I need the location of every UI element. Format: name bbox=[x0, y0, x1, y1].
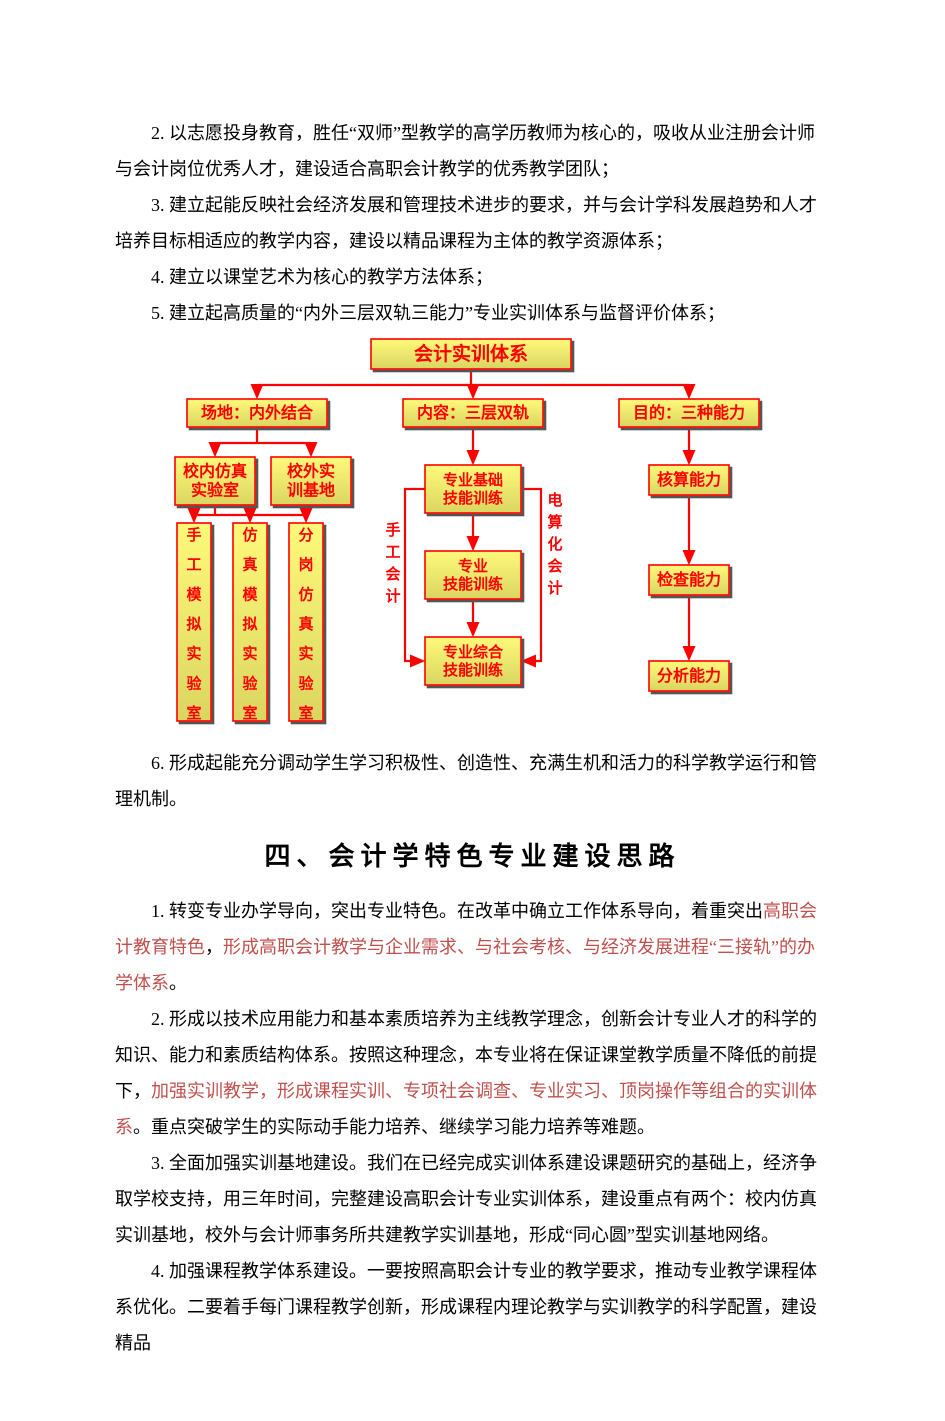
svg-text:拟: 拟 bbox=[186, 615, 201, 633]
svg-text:模: 模 bbox=[242, 585, 258, 603]
svg-text:训基地: 训基地 bbox=[286, 481, 334, 500]
bottom-para-3: 3. 全面加强实训基地建设。我们在已经完成实训体系建设课题研究的基础上，经济争取… bbox=[115, 1145, 830, 1253]
svg-text:计: 计 bbox=[547, 579, 562, 597]
svg-text:专业: 专业 bbox=[457, 557, 487, 575]
svg-text:会: 会 bbox=[385, 565, 400, 583]
svg-text:电: 电 bbox=[547, 491, 562, 509]
para-5: 5. 建立起高质量的“内外三层双轨三能力”专业实训体系与监督评价体系； bbox=[115, 295, 830, 331]
svg-text:岗: 岗 bbox=[298, 556, 313, 574]
svg-text:核算能力: 核算能力 bbox=[656, 470, 720, 489]
svg-text:内容：三层双轨: 内容：三层双轨 bbox=[416, 403, 528, 422]
svg-text:技能训练: 技能训练 bbox=[442, 661, 502, 679]
training-system-diagram: 会计实训体系场地：内外结合内容：三层双轨目的：三种能力校内仿真实验室校外实训基地… bbox=[163, 337, 783, 737]
svg-text:工: 工 bbox=[186, 557, 201, 574]
svg-text:验: 验 bbox=[242, 674, 258, 692]
svg-text:拟: 拟 bbox=[242, 615, 257, 633]
document-body: 2. 以志愿投身教育，胜任“双师”型教学的高学历教师为核心的，吸收从业注册会计师… bbox=[0, 0, 945, 1421]
svg-text:算: 算 bbox=[547, 513, 562, 531]
svg-text:模: 模 bbox=[186, 585, 202, 603]
para-2: 2. 以志愿投身教育，胜任“双师”型教学的高学历教师为核心的，吸收从业注册会计师… bbox=[115, 115, 830, 187]
svg-text:检查能力: 检查能力 bbox=[656, 570, 720, 589]
svg-text:真: 真 bbox=[298, 615, 313, 633]
para-6: 6. 形成起能充分调动学生学习积极性、创造性、充满生机和活力的科学教学运行和管理… bbox=[115, 745, 830, 817]
svg-text:技能训练: 技能训练 bbox=[442, 575, 502, 593]
svg-text:分析能力: 分析能力 bbox=[656, 666, 720, 685]
svg-text:专业基础: 专业基础 bbox=[442, 471, 502, 489]
para-3: 3. 建立起能反映社会经济发展和管理技术进步的要求，并与会计学科发展趋势和人才培… bbox=[115, 187, 830, 259]
svg-text:计: 计 bbox=[385, 587, 400, 605]
svg-text:会计实训体系: 会计实训体系 bbox=[413, 342, 527, 365]
svg-text:仿: 仿 bbox=[298, 585, 313, 603]
svg-text:室: 室 bbox=[186, 704, 201, 722]
svg-text:室: 室 bbox=[298, 704, 313, 722]
svg-text:手: 手 bbox=[186, 526, 201, 544]
svg-text:校内仿真: 校内仿真 bbox=[182, 462, 246, 481]
section-4-title: 四、会计学特色专业建设思路 bbox=[115, 831, 830, 883]
svg-text:技能训练: 技能训练 bbox=[442, 489, 502, 507]
svg-text:实: 实 bbox=[242, 645, 257, 663]
svg-text:真: 真 bbox=[242, 556, 257, 574]
svg-text:室: 室 bbox=[242, 704, 257, 722]
svg-text:化: 化 bbox=[547, 535, 562, 553]
svg-text:验: 验 bbox=[298, 674, 314, 692]
svg-text:实: 实 bbox=[186, 645, 201, 663]
svg-text:实: 实 bbox=[298, 645, 313, 663]
svg-text:分: 分 bbox=[298, 527, 313, 544]
svg-text:校外实: 校外实 bbox=[286, 462, 334, 481]
svg-text:场地：内外结合: 场地：内外结合 bbox=[200, 403, 313, 422]
bottom-para-1: 1. 转变专业办学导向，突出专业特色。在改革中确立工作体系导向，着重突出高职会计… bbox=[115, 893, 830, 1001]
svg-text:会: 会 bbox=[547, 557, 562, 575]
svg-text:实验室: 实验室 bbox=[190, 481, 238, 500]
svg-text:目的：三种能力: 目的：三种能力 bbox=[632, 403, 744, 422]
svg-text:仿: 仿 bbox=[242, 526, 257, 544]
bottom-para-2: 2. 形成以技术应用能力和基本素质培养为主线教学理念，创新会计专业人才的科学的知… bbox=[115, 1001, 830, 1145]
bottom-para-4: 4. 加强课程教学体系建设。一要按照高职会计专业的教学要求，推动专业教学课程体系… bbox=[115, 1253, 830, 1361]
svg-text:手: 手 bbox=[385, 521, 400, 539]
svg-text:工: 工 bbox=[385, 544, 400, 561]
para-4: 4. 建立以课堂艺术为核心的教学方法体系； bbox=[115, 259, 830, 295]
svg-text:验: 验 bbox=[186, 674, 202, 692]
svg-text:专业综合: 专业综合 bbox=[442, 643, 503, 661]
